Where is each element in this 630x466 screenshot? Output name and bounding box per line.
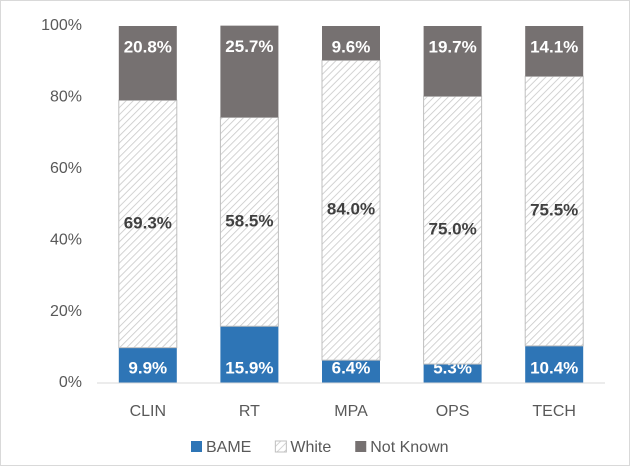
bar-segment <box>525 26 584 77</box>
y-tick-label: 80% <box>50 89 82 106</box>
y-tick-label: 0% <box>59 374 82 391</box>
data-label: 19.7% <box>428 37 476 56</box>
data-label: 25.7% <box>225 37 273 56</box>
data-label: 69.3% <box>124 213 172 232</box>
x-tick-label: CLIN <box>130 403 166 420</box>
bar-segment <box>219 116 279 327</box>
bar-segment <box>220 25 279 118</box>
x-tick-label: RT <box>239 403 260 420</box>
data-label: 75.5% <box>530 201 578 220</box>
data-label: 9.9% <box>128 358 167 377</box>
legend-label: BAME <box>206 439 251 456</box>
y-tick-label: 100% <box>41 17 82 34</box>
x-tick-label: TECH <box>532 403 576 420</box>
legend-swatch <box>355 441 367 452</box>
y-tick-label: 60% <box>50 160 82 177</box>
data-label: 9.6% <box>332 37 371 56</box>
bar-segment <box>423 95 483 365</box>
data-label: 15.9% <box>225 358 273 377</box>
data-label: 20.8% <box>124 37 172 56</box>
data-label: 58.5% <box>225 211 273 230</box>
x-tick-label: MPA <box>334 403 368 420</box>
bar-segment <box>423 364 482 383</box>
bar-segment <box>220 326 279 383</box>
bar-segment <box>322 26 380 61</box>
legend-swatch <box>274 440 287 453</box>
legend-swatch <box>191 441 202 452</box>
data-label: 84.0% <box>327 200 375 219</box>
bar-segment <box>525 345 584 383</box>
y-tick-label: 40% <box>50 231 82 248</box>
y-tick-label: 20% <box>50 303 82 320</box>
bar-segment <box>322 360 380 383</box>
legend-label: Not Known <box>370 439 448 456</box>
data-label: 14.1% <box>530 37 578 56</box>
bar-segment <box>524 75 584 347</box>
bar-segment <box>423 26 482 97</box>
bar-segment <box>118 26 177 101</box>
legend-label: White <box>290 439 331 456</box>
data-label: 6.4% <box>332 358 371 377</box>
data-label: 75.0% <box>428 220 476 239</box>
x-tick-label: OPS <box>436 403 470 420</box>
bar-segment <box>118 347 177 383</box>
data-label: 10.4% <box>530 358 578 377</box>
